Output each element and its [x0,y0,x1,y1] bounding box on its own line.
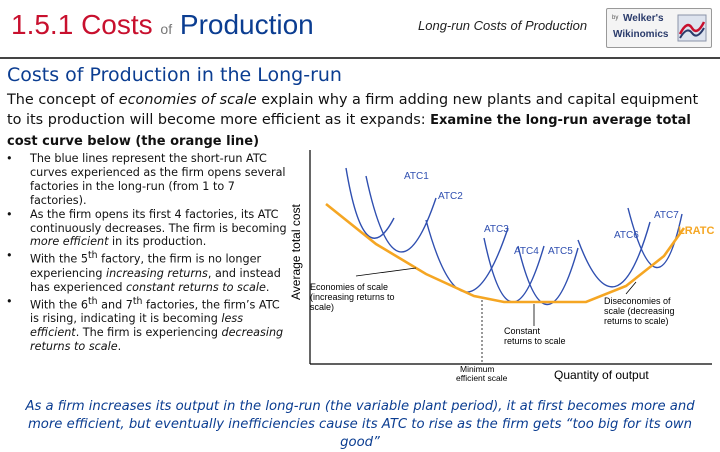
atc1-label: ATC1 [404,171,429,182]
intro-instruction: Examine the long-run average total cost … [7,113,691,149]
bullet-text: . [117,340,122,354]
logo-line2: Wikinomics [613,29,669,40]
atc4-label: ATC4 [514,246,539,257]
bullet-item: The blue lines represent the short-run A… [6,152,290,208]
page-title: 1.5.1 Costs of Production [11,8,314,46]
lratc-curve [325,202,686,304]
bullet-sup: th [88,250,98,262]
diseconomies-arrow [625,281,637,295]
atc7-label: ATC7 [654,210,679,221]
bullet-item: As the firm opens its first 4 factories,… [6,208,290,250]
bullet-text: and 7 [97,298,133,312]
bullet-emphasis: less efficient [30,312,244,340]
section-title: Costs of Production in the Long-run [7,64,342,86]
bullet-item: With the 6th and 7th factories, the firm… [6,295,290,354]
logo-line1: Welker's [623,13,664,24]
intro-text-2: explain why a firm adding new plants and… [7,92,699,128]
lratc-label: LRATC [678,225,715,237]
y-axis-label: Average total cost [289,203,303,300]
intro-term: economies of scale [118,92,257,108]
bullet-emphasis: constant returns to scale [126,280,266,294]
title-of: of [160,21,173,37]
bullet-list: The blue lines represent the short-run A… [6,152,290,354]
bullet-text: The blue lines represent the short-run A… [30,152,286,207]
bullet-sup: th [132,295,143,307]
economies-label: Economies of scale (increasing returns t… [310,282,397,312]
bullet-text: . The firm is experiencing [75,326,222,340]
bullet-text: As the firm opens its first 4 factories,… [30,207,287,235]
bullet-emphasis: decreasing returns to scale [30,326,284,354]
page-subtitle: Long-run Costs of Production [418,18,588,33]
intro-paragraph: The concept of economies of scale explai… [7,90,717,152]
header-divider [0,57,720,59]
diseconomies-label: Diseconomies of scale (decreasing return… [604,296,677,326]
atc6-curve [577,221,651,288]
bullet-item: With the 5th factory, the firm is no lon… [6,249,290,294]
constant-label: Constant returns to scale [504,326,566,346]
atc2-label: ATC2 [438,191,463,202]
bullet-text: factory, the firm is no longer experienc… [30,253,262,280]
title-number: 1.5.1 [11,9,74,40]
bullet-text: factories, the firm’s ATC is rising, ind… [30,298,280,326]
logo-graph-icon [677,14,707,42]
wikinomics-logo: by Welker's Wikinomics [606,8,712,48]
intro-text-1: The concept of [7,92,119,108]
bullet-text: , and instead has experienced [30,266,281,294]
atc2-curve [365,175,437,253]
header: 1.5.1 Costs of Production Long-run Costs… [0,0,720,56]
title-production: Production [179,9,314,40]
bullet-text: With the 5 [30,253,88,267]
title-costs: Costs [81,9,153,40]
bullet-text: . [265,280,270,294]
bullet-sup: th [88,295,98,307]
atc5-label: ATC5 [548,246,573,257]
bullet-text: in its production. [108,235,207,249]
logo-by: by [612,15,619,21]
bullet-text: With the 6 [30,298,88,312]
atc1-curve [345,167,395,239]
lratc-chart: Average total cost Quantity of output AT… [289,150,715,383]
bullet-emphasis: increasing returns [105,266,208,280]
bullet-emphasis: more efficient [30,235,109,249]
atc6-label: ATC6 [614,230,639,241]
min-efficient-label: Minimum efficient scale [456,364,508,383]
conclusion-text: As a firm increases its output in the lo… [25,399,695,450]
atc5-curve [517,245,579,306]
economies-arrow [355,267,417,277]
atc3-label: ATC3 [484,224,509,235]
x-axis-label: Quantity of output [554,368,649,382]
